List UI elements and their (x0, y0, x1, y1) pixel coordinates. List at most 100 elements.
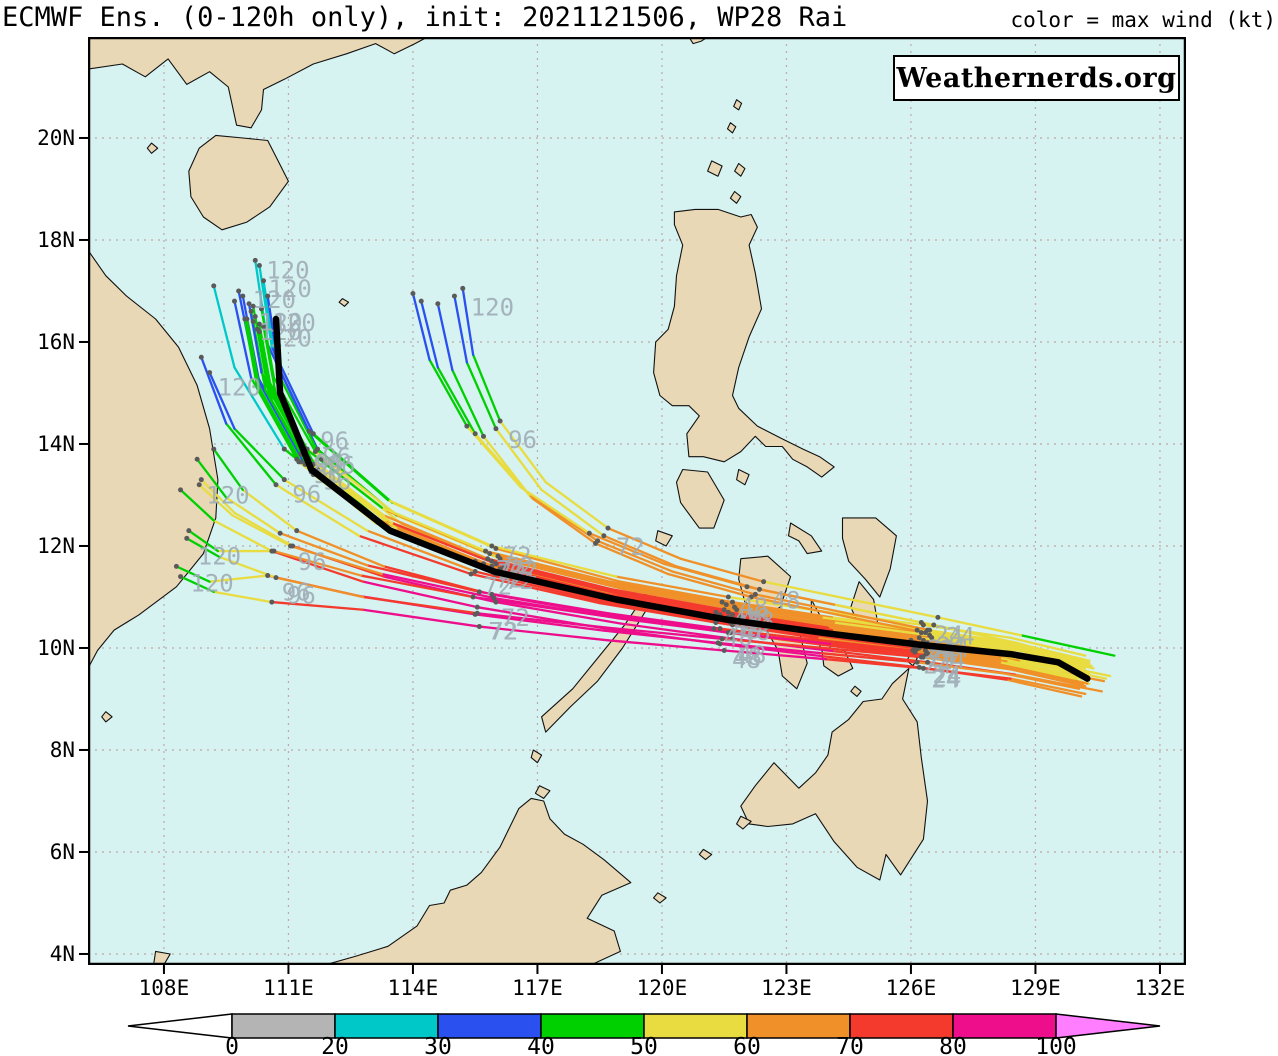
land-polygon (146, 142, 159, 154)
colorbar-segment (334, 1013, 439, 1039)
svg-text:24: 24 (923, 652, 952, 680)
colorbar-segment (952, 1013, 1057, 1039)
land-polygon (675, 468, 725, 529)
land-polygon (736, 815, 752, 830)
svg-text:96: 96 (282, 579, 311, 607)
svg-text:96: 96 (508, 426, 537, 454)
lon-tick-label: 108E (139, 976, 190, 1000)
lon-tick-label: 126E (886, 976, 937, 1000)
land-polygon (88, 37, 429, 129)
svg-text:120: 120 (206, 482, 249, 510)
land-polygon (740, 667, 929, 881)
svg-text:96: 96 (322, 443, 351, 471)
svg-text:48: 48 (772, 587, 801, 615)
svg-text:96: 96 (298, 548, 327, 576)
svg-text:72: 72 (503, 542, 532, 570)
colorbar-segment (540, 1013, 645, 1039)
svg-text:24: 24 (932, 661, 961, 689)
mean-track (272, 315, 1091, 682)
map-canvas: 2448729612024487296120244872961202448729… (88, 37, 1186, 965)
svg-text:120: 120 (218, 374, 261, 402)
land-polygon (88, 249, 219, 669)
lon-tick-label: 114E (388, 976, 439, 1000)
land-polygon (729, 190, 742, 204)
lat-tick-label: 14N (37, 432, 75, 456)
lon-tick-label: 132E (1135, 976, 1186, 1000)
land-polygon (325, 797, 632, 965)
svg-text:120: 120 (259, 318, 302, 346)
lat-tick-label: 18N (37, 228, 75, 252)
land-polygon (655, 530, 673, 547)
colorbar-value-label: 0 (225, 1034, 239, 1056)
colorbar-segment (643, 1013, 748, 1039)
svg-text:120: 120 (266, 256, 309, 284)
land-polygon (736, 468, 750, 486)
svg-text:72: 72 (501, 604, 530, 632)
svg-text:24: 24 (929, 638, 958, 666)
land-polygon (733, 99, 743, 111)
lat-tick-label: 4N (50, 942, 75, 966)
land-polygon (530, 749, 543, 764)
land-polygon (101, 711, 113, 723)
map-frame-border (88, 37, 1186, 965)
colorbar-value-label: 60 (733, 1034, 761, 1056)
colorbar-left-arrow (127, 1013, 233, 1039)
colorbar-value-label: 50 (630, 1034, 658, 1056)
colorbar-value-label: 100 (1035, 1034, 1077, 1056)
svg-text:72: 72 (488, 617, 517, 645)
colorbar-value-label: 20 (321, 1034, 349, 1056)
svg-text:48: 48 (737, 641, 766, 669)
colorbar-segment (231, 1013, 336, 1039)
colorbar-right-arrow (1055, 1013, 1161, 1039)
lon-tick-label: 117E (512, 976, 563, 1000)
svg-text:120: 120 (198, 542, 241, 570)
lat-tick-label: 6N (50, 840, 75, 864)
lat-tick-label: 12N (37, 534, 75, 558)
svg-text:24: 24 (933, 664, 962, 692)
lon-tick-label: 123E (761, 976, 812, 1000)
svg-text:72: 72 (489, 617, 518, 645)
colorbar-segment (849, 1013, 954, 1039)
svg-text:48: 48 (739, 593, 768, 621)
watermark-box: Weathernerds.org (893, 55, 1180, 101)
land-polygon (534, 785, 551, 799)
land-polygon (787, 522, 823, 555)
lon-tick-label: 129E (1010, 976, 1061, 1000)
svg-text:96: 96 (320, 427, 349, 455)
colorbar-value-label: 40 (527, 1034, 555, 1056)
lon-tick-label: 120E (637, 976, 688, 1000)
svg-text:96: 96 (326, 452, 355, 480)
land-polygon (734, 162, 746, 177)
land-polygon (653, 892, 667, 904)
svg-text:48: 48 (724, 623, 753, 651)
land-polygon (707, 160, 723, 177)
land-polygon (338, 298, 350, 307)
watermark-text: Weathernerds.org (896, 62, 1177, 94)
colorbar-segment (437, 1013, 542, 1039)
color-legend-note: color = max wind (kt) (1010, 8, 1276, 32)
svg-text:96: 96 (287, 582, 316, 610)
colorbar-value-label: 70 (836, 1034, 864, 1056)
page-title: ECMWF Ens. (0-120h only), init: 20211215… (2, 2, 848, 33)
land-polygon (698, 848, 713, 861)
svg-text:48: 48 (732, 646, 761, 674)
svg-text:48: 48 (733, 643, 762, 671)
svg-text:120: 120 (259, 308, 302, 336)
lat-tick-label: 16N (37, 330, 75, 354)
lat-tick-label: 8N (50, 738, 75, 762)
svg-text:120: 120 (471, 293, 514, 321)
svg-text:120: 120 (269, 275, 312, 303)
lat-tick-label: 10N (37, 636, 75, 660)
land-polygon (850, 685, 862, 697)
land-polygon (653, 208, 835, 478)
land-polygon (188, 134, 289, 231)
colorbar-segment (746, 1013, 851, 1039)
svg-text:120: 120 (253, 286, 296, 314)
svg-text:96: 96 (292, 481, 321, 509)
svg-text:120: 120 (190, 569, 233, 597)
colorbar: 0 20 30 40 50 60 70 80 100 (127, 1013, 1161, 1056)
colorbar-value-label: 80 (939, 1034, 967, 1056)
svg-text:24: 24 (931, 665, 960, 693)
lat-tick-label: 20N (37, 126, 75, 150)
